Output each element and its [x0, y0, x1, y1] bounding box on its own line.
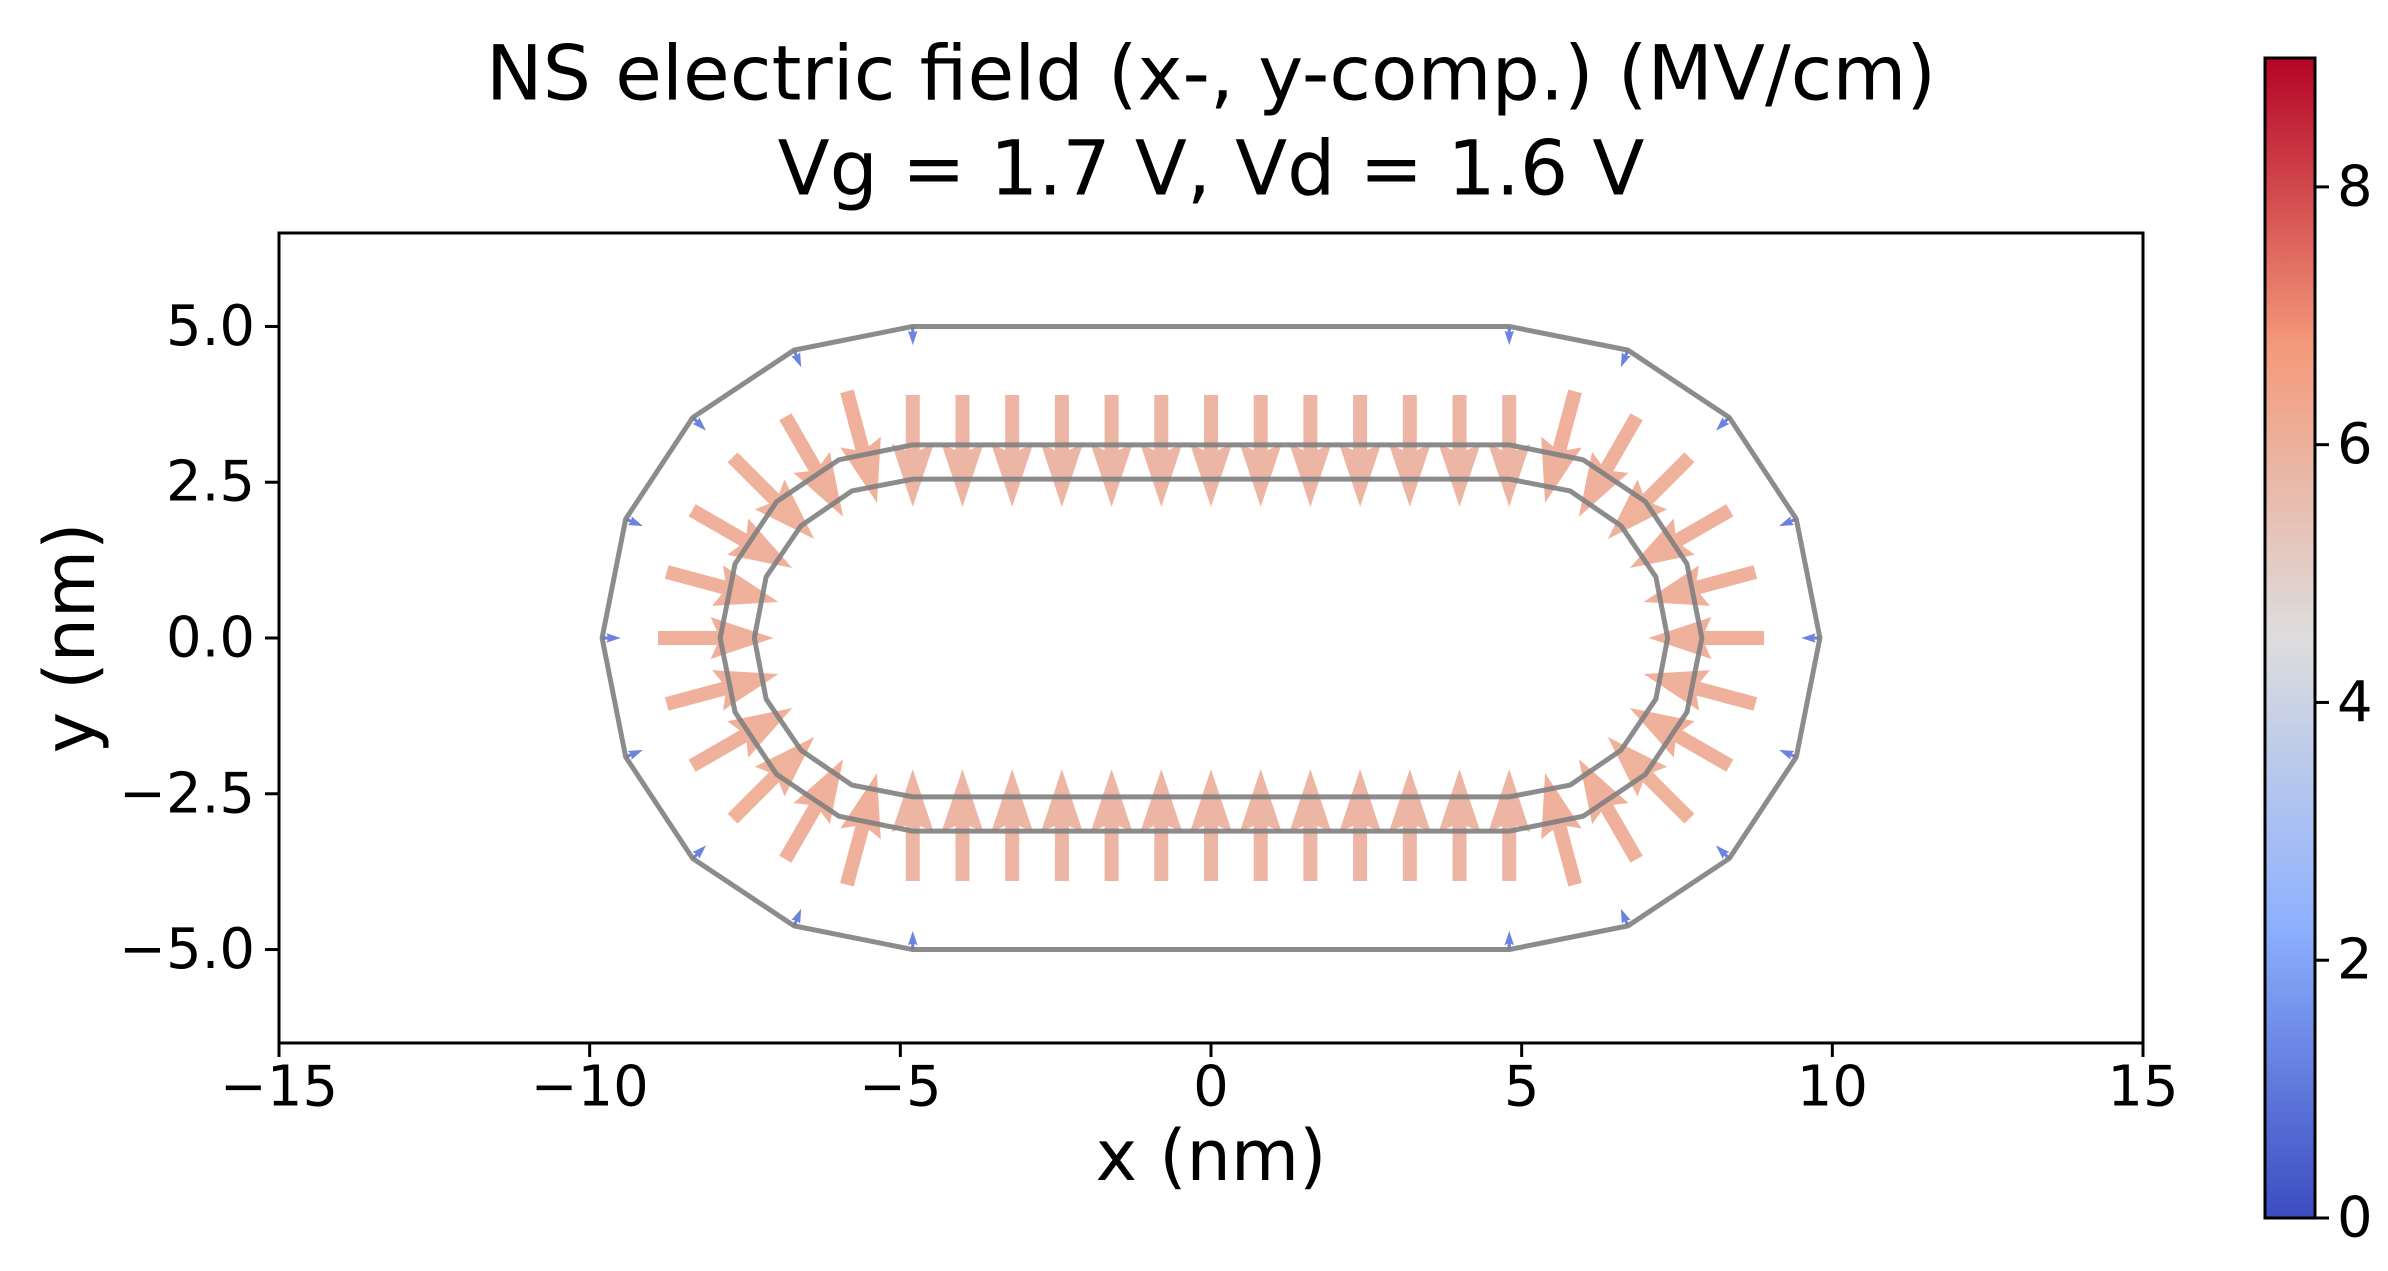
x-tick-label: 15 — [2107, 1055, 2178, 1120]
field-arrow — [991, 395, 1034, 507]
field-arrow — [1779, 749, 1797, 760]
y-axis-label: y (nm) — [29, 523, 111, 754]
colorbar-tick-label: 2 — [2337, 928, 2373, 993]
field-arrow — [907, 326, 918, 346]
field-arrow — [840, 389, 881, 503]
x-axis-label: x (nm) — [1096, 1115, 1327, 1197]
field-arrow — [1190, 395, 1232, 507]
y-tick-label: 2.5 — [166, 450, 255, 515]
field-arrow — [1541, 773, 1582, 887]
plot-area — [599, 323, 1823, 953]
x-tick-label: 10 — [1797, 1055, 1868, 1120]
contour — [599, 323, 1823, 953]
field-arrow — [891, 769, 934, 881]
field-arrow — [664, 670, 779, 711]
field-arrow — [664, 565, 779, 606]
field-arrow — [1488, 769, 1531, 881]
field-arrow — [1643, 670, 1758, 711]
field-arrow — [1607, 452, 1695, 539]
field-arrow — [1504, 930, 1515, 950]
field-arrow — [1715, 416, 1731, 431]
field-arrow — [691, 416, 707, 431]
y-tick-label: −5.0 — [119, 917, 255, 982]
field-arrow — [1779, 516, 1797, 527]
field-arrow — [1339, 769, 1382, 881]
x-tick-label: −5 — [859, 1055, 942, 1120]
field-arrow — [791, 349, 802, 368]
field-arrow — [791, 908, 802, 927]
field-arrow — [1239, 769, 1282, 881]
field-arrow — [907, 930, 918, 950]
field-arrow — [840, 773, 881, 887]
field-arrow — [941, 395, 984, 507]
field-arrow — [1040, 769, 1083, 881]
field-arrow — [1643, 565, 1758, 606]
field-arrow — [1541, 389, 1582, 503]
field-arrow — [1140, 769, 1183, 881]
field-arrow — [727, 452, 815, 539]
field-arrow — [625, 516, 643, 527]
colorbar-tick-label: 6 — [2337, 412, 2373, 477]
colorbar-tick-label: 0 — [2337, 1186, 2373, 1251]
chart-title: NS electric field (x-, y-comp.) (MV/cm) — [486, 29, 1936, 118]
y-tick-label: −2.5 — [119, 761, 255, 826]
field-arrow — [688, 504, 793, 569]
field-arrow — [1488, 395, 1531, 507]
field-arrow — [727, 737, 815, 824]
field-arrow — [1190, 769, 1232, 881]
field-arrow — [1607, 737, 1695, 824]
colorbar-tick-label: 8 — [2337, 154, 2373, 219]
field-arrow — [1090, 395, 1133, 507]
field-arrow — [1140, 395, 1183, 507]
contour — [751, 476, 1671, 800]
x-tick-label: −10 — [531, 1055, 649, 1120]
axes-frame — [277, 231, 2145, 1045]
field-arrow — [1504, 326, 1515, 346]
field-arrow — [1715, 845, 1731, 860]
field-arrow — [779, 759, 844, 863]
field-arrow — [1239, 395, 1282, 507]
field-arrow — [1648, 617, 1764, 659]
field-arrow — [1339, 395, 1382, 507]
field-arrow — [1801, 633, 1820, 643]
field-arrow — [1438, 769, 1481, 881]
field-arrow — [1620, 349, 1631, 368]
field-arrow — [1620, 908, 1631, 927]
contour — [717, 442, 1705, 834]
field-arrow — [1289, 769, 1332, 881]
field-arrow — [688, 707, 793, 772]
field-arrow — [1578, 413, 1643, 517]
field-arrow — [1438, 395, 1481, 507]
field-arrow — [1289, 395, 1332, 507]
field-arrow — [691, 845, 707, 860]
field-arrow — [1090, 769, 1133, 881]
colorbar — [2263, 56, 2317, 1220]
field-arrow — [1388, 769, 1431, 881]
field-arrow — [1388, 395, 1431, 507]
y-tick-label: 5.0 — [166, 294, 255, 359]
x-tick-label: 5 — [1504, 1055, 1540, 1120]
y-tick-label: 0.0 — [166, 606, 255, 671]
field-arrow — [991, 769, 1034, 881]
field-arrow — [1629, 707, 1734, 772]
field-arrow — [941, 769, 984, 881]
field-arrow — [602, 633, 621, 643]
field-arrow — [1578, 759, 1643, 863]
field-arrow — [891, 395, 934, 507]
colorbar-tick-label: 4 — [2337, 670, 2373, 735]
x-tick-label: 0 — [1193, 1055, 1229, 1120]
field-arrow — [1040, 395, 1083, 507]
x-tick-label: −15 — [220, 1055, 338, 1120]
field-arrow — [1629, 504, 1734, 569]
field-arrow — [625, 749, 643, 760]
chart-subtitle: Vg = 1.7 V, Vd = 1.6 V — [778, 124, 1645, 213]
field-arrow — [779, 413, 844, 517]
field-arrow — [658, 617, 774, 659]
